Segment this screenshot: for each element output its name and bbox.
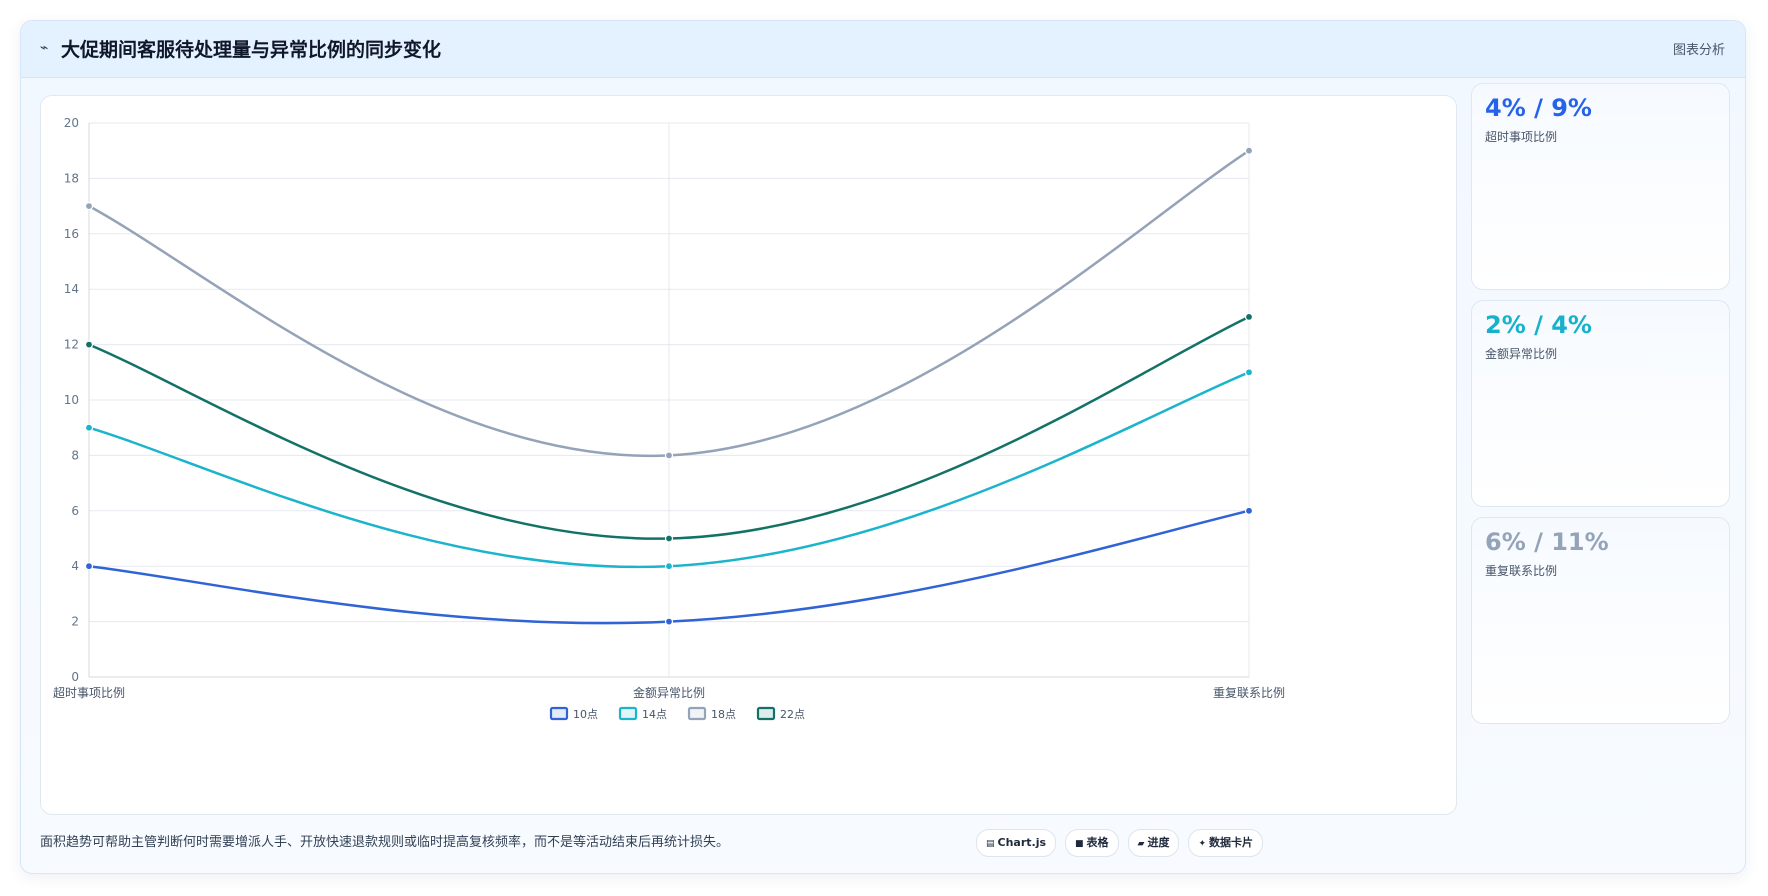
legend-label: 10点: [573, 708, 598, 721]
data-point: [1244, 312, 1254, 321]
chip-data-cards[interactable]: ✦ 数据卡片: [1188, 829, 1264, 857]
view-chips: ▤ Chart.js ■ 表格 ▰ 进度 ✦ 数据卡片: [976, 829, 1264, 857]
chip-label: 数据卡片: [1209, 836, 1254, 849]
chart-analysis-button[interactable]: 图表分析: [1672, 43, 1725, 58]
legend-item-1: 14点: [618, 706, 667, 721]
data-point: [1244, 506, 1254, 515]
chip-table[interactable]: ■ 表格: [1065, 829, 1119, 857]
data-point: [84, 562, 94, 571]
chip-chartjs[interactable]: ▤ Chart.js: [976, 829, 1057, 857]
chart-icon: ▤: [986, 839, 995, 849]
data-point: [664, 451, 674, 460]
table-icon: ■: [1075, 839, 1084, 849]
legend-swatch: [549, 706, 569, 721]
kpi-label: 金额异常比例: [1485, 347, 1558, 361]
chip-progress[interactable]: ▰ 进度: [1127, 829, 1180, 857]
data-point: [84, 340, 94, 349]
data-point: [1244, 146, 1254, 155]
data-point: [1244, 368, 1254, 377]
x-tick-label: 超时事项比例: [53, 685, 125, 700]
legend-item-0: 10点: [549, 706, 598, 721]
legend-swatch: [756, 706, 776, 721]
kpi-value: 6% / 11%: [1485, 528, 1609, 556]
legend-label: 14点: [642, 708, 667, 721]
y-tick-label: 6: [71, 504, 79, 518]
data-point: [84, 201, 94, 211]
axes: 0 2 4 6 8 10 12 14 16 18 20 超时事项比例 金额异常比例 重复联系比例: [53, 116, 1285, 700]
y-tick-label: 12: [64, 338, 79, 352]
x-tick-label: 金额异常比例: [633, 685, 705, 700]
y-tick-label: 8: [71, 448, 79, 462]
y-tick-label: 16: [64, 227, 79, 241]
kpi-label: 重复联系比例: [1485, 564, 1558, 578]
kpi-card-repeat: 6% / 11% 重复联系比例: [1471, 517, 1730, 724]
data-point: [664, 562, 674, 571]
legend: 10点 14点 18点 22点: [549, 706, 805, 721]
chip-label: 表格: [1086, 836, 1109, 849]
kpi-card-overtime: 4% / 9% 超时事项比例: [1471, 83, 1730, 290]
kpi-value: 4% / 9%: [1485, 94, 1592, 122]
legend-swatch: [618, 706, 638, 721]
y-tick-label: 4: [71, 559, 79, 573]
legend-item-2: 18点: [687, 706, 736, 721]
legend-item-3: 22点: [756, 706, 805, 721]
card-title: 大促期间客服待处理量与异常比例的同步变化: [61, 39, 442, 61]
y-tick-label: 14: [64, 282, 79, 296]
kpi-card-amount: 2% / 4% 金额异常比例: [1471, 300, 1730, 507]
kpi-value: 2% / 4%: [1485, 311, 1592, 339]
y-tick-label: 18: [64, 171, 79, 185]
chart-card: ⌁ 大促期间客服待处理量与异常比例的同步变化 图表分析 0 2 4 6 8 10 12 14 1…: [20, 20, 1746, 874]
data-point: [664, 617, 674, 626]
series: [84, 146, 1254, 626]
y-tick-label: 20: [64, 116, 79, 130]
sparkline-icon: ⌁: [40, 40, 49, 56]
kpi-label: 超时事项比例: [1485, 130, 1558, 144]
y-tick-label: 10: [64, 393, 79, 407]
y-tick-label: 2: [71, 615, 79, 629]
sparkle-icon: ✦: [1198, 839, 1207, 849]
legend-swatch: [687, 706, 707, 721]
data-point: [664, 534, 674, 543]
y-tick-label: 0: [71, 670, 79, 684]
chip-label: Chart.js: [997, 836, 1047, 849]
progress-icon: ▰: [1137, 839, 1145, 849]
footer-note: 面积趋势可帮助主管判断何时需要增派人手、开放快速退款规则或临时提高复核频率，而不…: [40, 835, 730, 850]
legend-label: 18点: [711, 708, 736, 721]
card-header: ⌁ 大促期间客服待处理量与异常比例的同步变化 图表分析: [21, 21, 1745, 78]
data-point: [84, 423, 94, 432]
x-tick-label: 重复联系比例: [1213, 686, 1285, 700]
chip-label: 进度: [1147, 836, 1170, 849]
legend-label: 22点: [780, 708, 805, 721]
chart-panel: 0 2 4 6 8 10 12 14 16 18 20 超时事项比例 金额异常比例 重复联系比例 10点 1…: [40, 95, 1457, 815]
